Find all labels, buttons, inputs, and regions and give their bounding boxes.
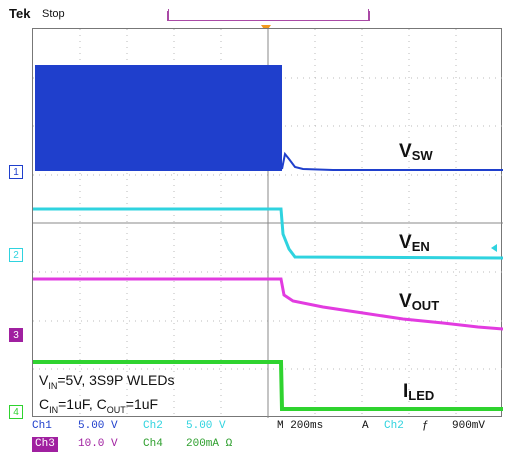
brand-logo: Tek <box>9 6 31 21</box>
waveform-display[interactable]: VSW VEN VOUT ILED VIN=5V, 3S9P WLEDs CIN… <box>32 28 503 418</box>
ch3-ground-marker[interactable]: 3 <box>9 328 23 342</box>
ch3-label[interactable]: Ch3 <box>32 437 58 452</box>
ch1-trace <box>281 151 503 171</box>
acquisition-status: Stop <box>42 8 65 20</box>
timebase-readout[interactable]: M 200ms <box>277 420 324 432</box>
ch2-trace <box>33 207 503 260</box>
label-vout: VOUT <box>399 291 440 313</box>
ch3-trace <box>33 277 503 331</box>
label-iled: ILED <box>403 381 435 403</box>
ch4-label[interactable]: Ch4 <box>143 438 163 450</box>
ch2-scale: 5.00 V <box>186 420 226 432</box>
readout-bar: Ch1 5.00 V Ch2 5.00 V Ch3 10.0 V Ch4 200… <box>32 419 506 457</box>
graticule <box>33 29 503 418</box>
ch2-ground-marker[interactable]: 2 <box>9 248 23 262</box>
trigger-slope-icon: ƒ <box>422 420 429 432</box>
top-status-bar: Tek Stop <box>0 0 508 32</box>
trigger-level-icon <box>491 244 497 252</box>
acq-mode: A <box>362 420 369 432</box>
ch1-switching-burst <box>35 65 282 171</box>
ch4-trace <box>33 360 503 411</box>
ch2-label[interactable]: Ch2 <box>143 420 163 432</box>
note-caps: CIN=1uF, COUT=1uF <box>39 396 159 415</box>
ch3-scale: 10.0 V <box>78 438 118 450</box>
ch1-scale: 5.00 V <box>78 420 118 432</box>
ch4-scale: 200mA Ω <box>186 438 233 450</box>
ch4-ground-marker[interactable]: 4 <box>9 405 23 419</box>
note-vin: VIN=5V, 3S9P WLEDs <box>39 372 175 391</box>
trigger-source[interactable]: Ch2 <box>384 420 404 432</box>
trigger-level: 900mV <box>452 420 486 432</box>
label-vsw: VSW <box>399 141 433 163</box>
ch1-label[interactable]: Ch1 <box>32 420 52 432</box>
record-length-indicator <box>167 9 370 21</box>
ch1-ground-marker[interactable]: 1 <box>9 165 23 179</box>
label-ven: VEN <box>399 232 430 254</box>
